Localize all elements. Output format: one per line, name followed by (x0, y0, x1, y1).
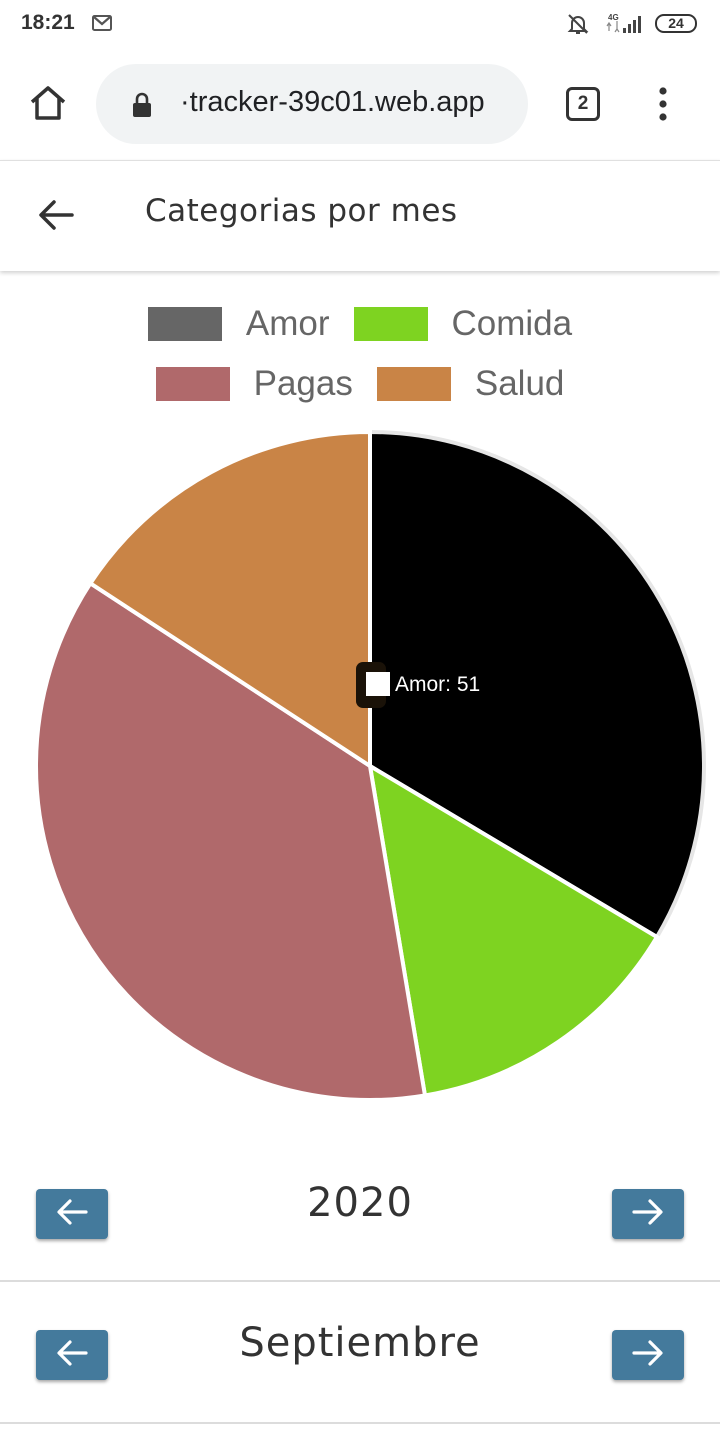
year-value: 2020 (307, 1180, 413, 1226)
pie-chart: Amor: 51 (30, 426, 710, 1106)
legend-swatch-comida (353, 307, 428, 341)
network-label: 4G (608, 13, 619, 22)
app-header: Categorias por mes (0, 160, 720, 271)
arrow-left-icon (55, 1339, 89, 1371)
chart-tooltip: Amor: 51 (356, 662, 480, 708)
legend-swatch-amor (147, 307, 222, 341)
pie-chart-svg: Amor: 51 (34, 429, 706, 1102)
tooltip-label: Amor: 51 (395, 673, 480, 696)
battery-icon: 24 (655, 14, 697, 33)
arrow-back-icon[interactable] (36, 197, 76, 237)
chart-legend-row-1: Amor Comida (0, 302, 720, 346)
legend-label-salud: Salud (474, 364, 565, 403)
legend-item-salud[interactable]: Salud (376, 362, 565, 406)
url-text: ·tracker-39c01.web.app (180, 86, 485, 118)
arrow-right-icon (631, 1198, 665, 1230)
month-selector: Septiembre (0, 1282, 720, 1424)
more-vert-icon[interactable] (656, 86, 670, 126)
pie-slice-amor[interactable] (368, 429, 706, 940)
legend-item-pagas[interactable]: Pagas (155, 362, 353, 406)
month-value: Septiembre (239, 1320, 481, 1366)
legend-item-amor[interactable]: Amor (147, 302, 330, 346)
chart-legend-row-2: Pagas Salud (0, 362, 720, 406)
prev-year-button[interactable] (36, 1189, 108, 1239)
home-icon[interactable] (28, 84, 68, 126)
next-month-button[interactable] (612, 1330, 684, 1380)
arrow-right-icon (631, 1339, 665, 1371)
notifications-muted-icon (566, 12, 590, 40)
pie-slice-comida[interactable] (367, 762, 660, 1098)
tooltip-swatch (366, 672, 390, 696)
browser-toolbar: ·tracker-39c01.web.app 2 (0, 48, 720, 160)
page-title: Categorias por mes (145, 193, 458, 229)
legend-label-comida: Comida (451, 304, 573, 343)
year-selector: 2020 (0, 1140, 720, 1282)
pie-slice-pagas[interactable] (34, 580, 428, 1102)
arrow-left-icon (55, 1198, 89, 1230)
legend-swatch-salud (376, 367, 451, 401)
gmail-icon (92, 15, 112, 35)
next-year-button[interactable] (612, 1189, 684, 1239)
tabs-icon[interactable]: 2 (566, 87, 600, 121)
prev-month-button[interactable] (36, 1330, 108, 1380)
status-bar: 18:21 4G 24 (0, 0, 720, 48)
lock-icon (132, 92, 152, 122)
pie-slice-salud[interactable] (87, 429, 372, 770)
legend-item-comida[interactable]: Comida (353, 302, 573, 346)
legend-swatch-pagas (155, 367, 230, 401)
legend-label-amor: Amor (245, 304, 330, 343)
legend-label-pagas: Pagas (253, 364, 353, 403)
signal-icon: 4G (604, 12, 646, 40)
status-time: 18:21 (21, 11, 75, 34)
address-bar[interactable]: ·tracker-39c01.web.app (96, 64, 528, 144)
